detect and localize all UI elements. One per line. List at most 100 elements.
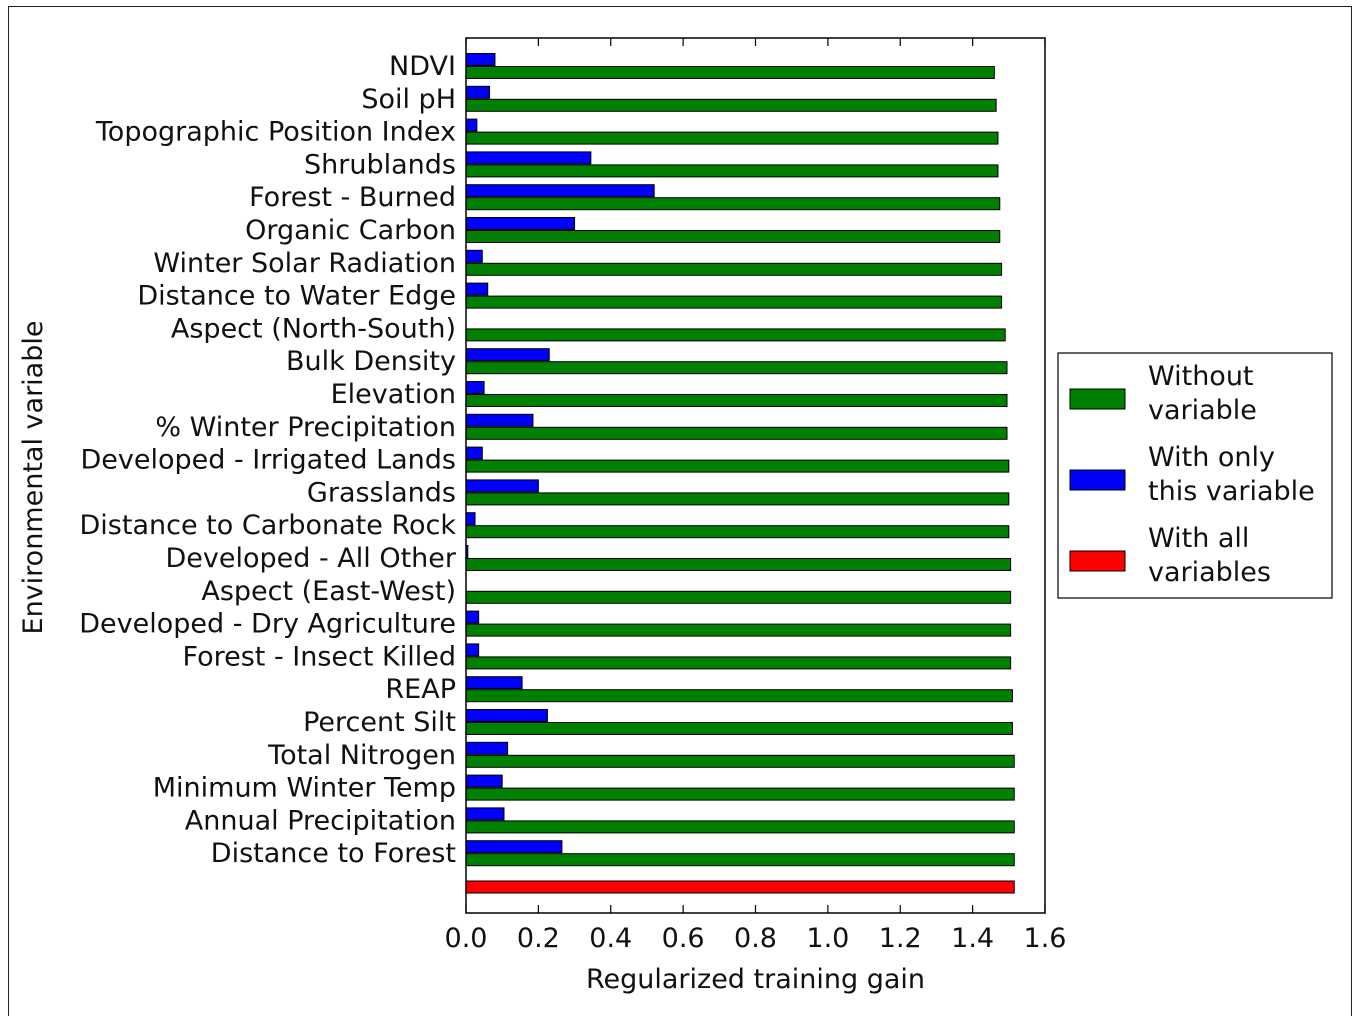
y-tick-label: NDVI [389, 51, 456, 82]
y-tick-label: Total Nitrogen [267, 740, 456, 771]
y-tick-label: Bulk Density [286, 346, 456, 377]
bar-with-only-variable [465, 610, 480, 624]
bar-with-only-variable [465, 249, 483, 263]
bar-with-only-variable [465, 217, 576, 230]
bar-with-only-variable [465, 512, 476, 526]
x-tick-label: 0.6 [662, 923, 705, 954]
bar-without-variable [465, 820, 1015, 834]
bar-with-only-variable [465, 282, 489, 296]
bar-with-only-variable [465, 118, 478, 132]
y-tick-label: Soil pH [361, 84, 456, 115]
bar-with-only-variable [465, 774, 503, 788]
y-tick-label: Annual Precipitation [185, 805, 456, 836]
x-tick-label: 0.8 [734, 923, 777, 954]
x-tick-label: 0.2 [517, 923, 560, 954]
x-ticks: 0.0 0.2 0.4 0.6 0.8 1.0 1.2 1.4 1.6 [445, 38, 1067, 954]
bar-with-all-variables [465, 880, 1015, 894]
bar-without-variable [465, 131, 999, 145]
figure-frame [8, 6, 1352, 1016]
legend-label: variable [1148, 395, 1257, 426]
bar-with-only-variable [465, 184, 655, 198]
bar-without-variable [465, 623, 1012, 637]
bar-without-variable [465, 722, 1013, 735]
bar-with-only-variable [465, 151, 592, 165]
bar-with-only-variable [465, 446, 483, 460]
bars-layer [465, 53, 1015, 894]
legend-label: With all [1148, 523, 1249, 554]
bar-without-variable [465, 459, 1010, 473]
bar-with-only-variable [465, 479, 539, 493]
y-tick-label: Distance to Carbonate Rock [80, 510, 457, 541]
y-tick-label: % Winter Precipitation [155, 412, 456, 443]
y-tick-label: Aspect (North-South) [171, 313, 456, 344]
y-tick-label: Winter Solar Radiation [153, 248, 456, 279]
y-tick-label: Organic Carbon [245, 215, 456, 246]
x-tick-label: 1.4 [951, 923, 994, 954]
bar-without-variable [465, 787, 1015, 801]
bar-with-only-variable [465, 840, 563, 854]
bar-without-variable [465, 590, 1012, 604]
y-tick-label: Developed - Dry Agriculture [79, 609, 456, 640]
bar-with-only-variable [465, 709, 548, 722]
legend-label: variables [1148, 557, 1271, 588]
bar-without-variable [465, 98, 997, 112]
bar-with-only-variable [465, 85, 491, 99]
x-tick-label: 0.4 [589, 923, 632, 954]
y-tick-label: Minimum Winter Temp [153, 773, 456, 804]
bar-without-variable [465, 66, 995, 79]
y-axis-label: Environmental variable [18, 321, 49, 635]
bar-without-variable [465, 328, 1006, 342]
y-tick-label: Elevation [331, 379, 456, 410]
y-tick-label: Distance to Forest [211, 838, 456, 869]
y-tick-label: Distance to Water Edge [137, 281, 456, 312]
bar-without-variable [465, 361, 1008, 375]
bar-without-variable [465, 164, 999, 178]
y-tick-label: Topographic Position Index [95, 117, 456, 148]
bar-without-variable [465, 853, 1015, 867]
bar-with-only-variable [465, 53, 496, 66]
legend-swatch [1069, 469, 1126, 491]
y-tick-label: Forest - Burned [249, 182, 456, 213]
x-tick-label: 0.0 [445, 923, 488, 954]
x-tick-label: 1.6 [1024, 923, 1067, 954]
bar-with-only-variable [465, 676, 523, 690]
legend-label: this variable [1148, 476, 1315, 507]
bar-with-only-variable [465, 807, 505, 821]
y-tick-label: Percent Silt [303, 707, 456, 738]
bar-without-variable [465, 295, 1003, 309]
legend-swatch [1069, 550, 1126, 572]
bar-with-only-variable [465, 413, 534, 427]
legend-swatch [1069, 388, 1126, 410]
x-axis-label: Regularized training gain [586, 964, 925, 995]
bar-without-variable [465, 230, 1001, 243]
y-tick-label: Aspect (East-West) [201, 576, 456, 607]
bar-without-variable [465, 394, 1008, 407]
bar-without-variable [465, 492, 1010, 506]
y-tick-label: REAP [385, 674, 456, 705]
y-tick-label: Developed - Irrigated Lands [80, 445, 456, 476]
legend-label: Without [1148, 361, 1254, 392]
plot-area [465, 37, 1046, 914]
y-tick-label: Forest - Insect Killed [183, 641, 457, 672]
bar-with-only-variable [465, 741, 509, 755]
bar-with-only-variable [465, 381, 485, 394]
y-tick-label: Shrublands [304, 149, 456, 180]
x-tick-label: 1.0 [806, 923, 849, 954]
legend-label: With only [1148, 442, 1275, 473]
bar-without-variable [465, 197, 1001, 211]
x-tick-label: 1.2 [879, 923, 922, 954]
bar-without-variable [465, 754, 1015, 768]
bar-without-variable [465, 689, 1013, 703]
y-tick-label: Developed - All Other [165, 543, 456, 574]
bar-without-variable [465, 262, 1003, 276]
bar-without-variable [465, 426, 1008, 440]
bar-with-only-variable [465, 348, 550, 362]
bar-without-variable [465, 525, 1010, 539]
bar-without-variable [465, 656, 1012, 670]
bar-without-variable [465, 558, 1012, 571]
y-tick-label: Grasslands [307, 477, 456, 508]
bar-with-only-variable [465, 643, 480, 657]
